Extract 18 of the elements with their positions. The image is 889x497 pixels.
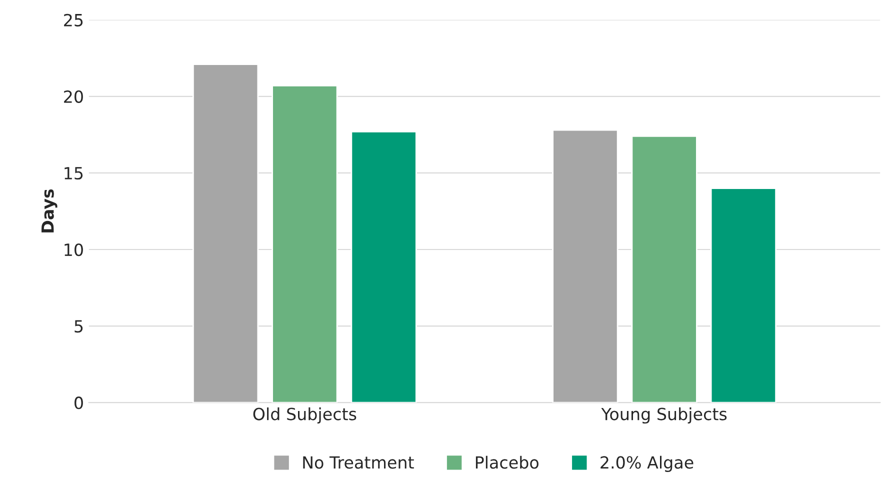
- legend-label: 2.0% Algae: [600, 456, 694, 472]
- y-tick-label: 0: [74, 396, 83, 410]
- y-tick-label: 20: [64, 90, 83, 103]
- y-tick-label: 25: [64, 14, 83, 26]
- bar: [631, 136, 698, 403]
- y-tick-label: 10: [64, 243, 83, 256]
- legend-label: Placebo: [476, 456, 538, 469]
- bar: [710, 188, 777, 403]
- bar: [350, 130, 417, 403]
- y-tick-label: 15: [64, 167, 83, 180]
- y-tick-label: 5: [74, 320, 83, 333]
- bar: [192, 64, 259, 403]
- bar: [272, 85, 338, 403]
- y-axis-title: Days: [42, 189, 58, 232]
- x-tick-label: Young Subjects: [601, 407, 727, 424]
- legend-label: No Treatment: [303, 456, 414, 469]
- x-tick-label: Old Subjects: [253, 407, 356, 424]
- bar: [552, 129, 618, 403]
